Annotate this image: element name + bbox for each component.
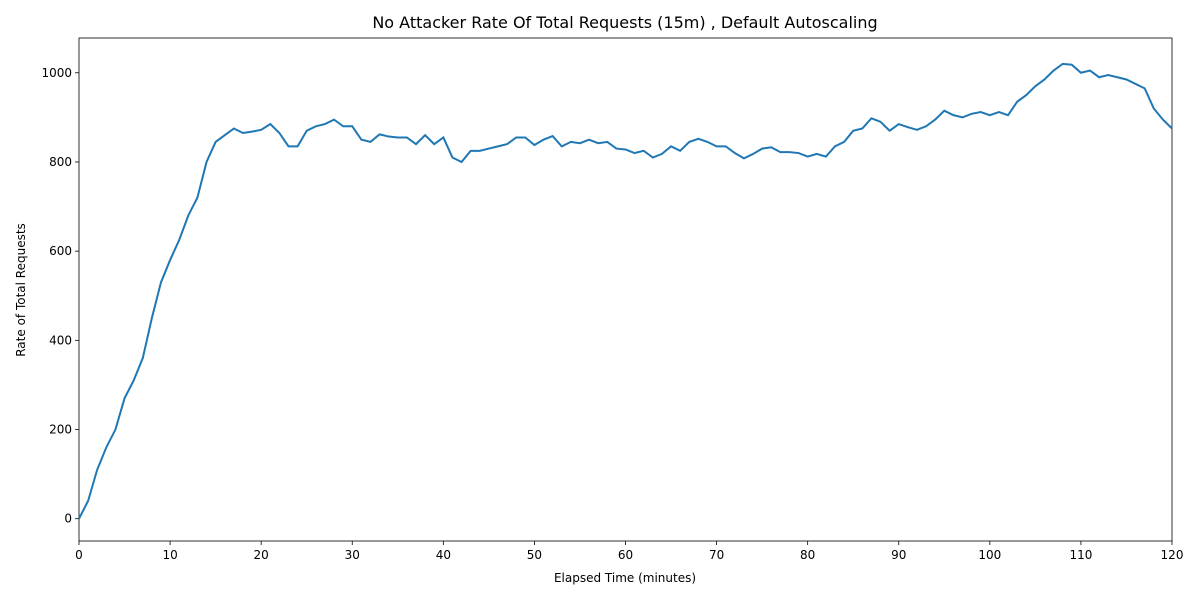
x-tick-label: 60 bbox=[618, 548, 633, 562]
y-tick-label: 600 bbox=[49, 244, 72, 258]
y-axis-label: Rate of Total Requests bbox=[14, 223, 28, 357]
y-tick-label: 800 bbox=[49, 155, 72, 169]
x-tick-label: 90 bbox=[891, 548, 906, 562]
x-tick-label: 30 bbox=[345, 548, 360, 562]
x-tick-label: 70 bbox=[709, 548, 724, 562]
x-tick-label: 20 bbox=[254, 548, 269, 562]
x-tick-label: 100 bbox=[978, 548, 1001, 562]
x-tick-label: 50 bbox=[527, 548, 542, 562]
x-tick-label: 40 bbox=[436, 548, 451, 562]
y-tick-label: 0 bbox=[64, 512, 72, 526]
chart-title: No Attacker Rate Of Total Requests (15m)… bbox=[372, 13, 877, 32]
y-tick-label: 400 bbox=[49, 333, 72, 347]
y-tick-label: 1000 bbox=[41, 66, 72, 80]
x-tick-label: 120 bbox=[1161, 548, 1184, 562]
x-tick-label: 0 bbox=[75, 548, 83, 562]
x-tick-label: 80 bbox=[800, 548, 815, 562]
x-tick-label: 10 bbox=[162, 548, 177, 562]
y-tick-label: 200 bbox=[49, 423, 72, 437]
x-axis-label: Elapsed Time (minutes) bbox=[554, 571, 696, 585]
data-line bbox=[78, 62, 1173, 520]
x-tick-label: 110 bbox=[1069, 548, 1092, 562]
